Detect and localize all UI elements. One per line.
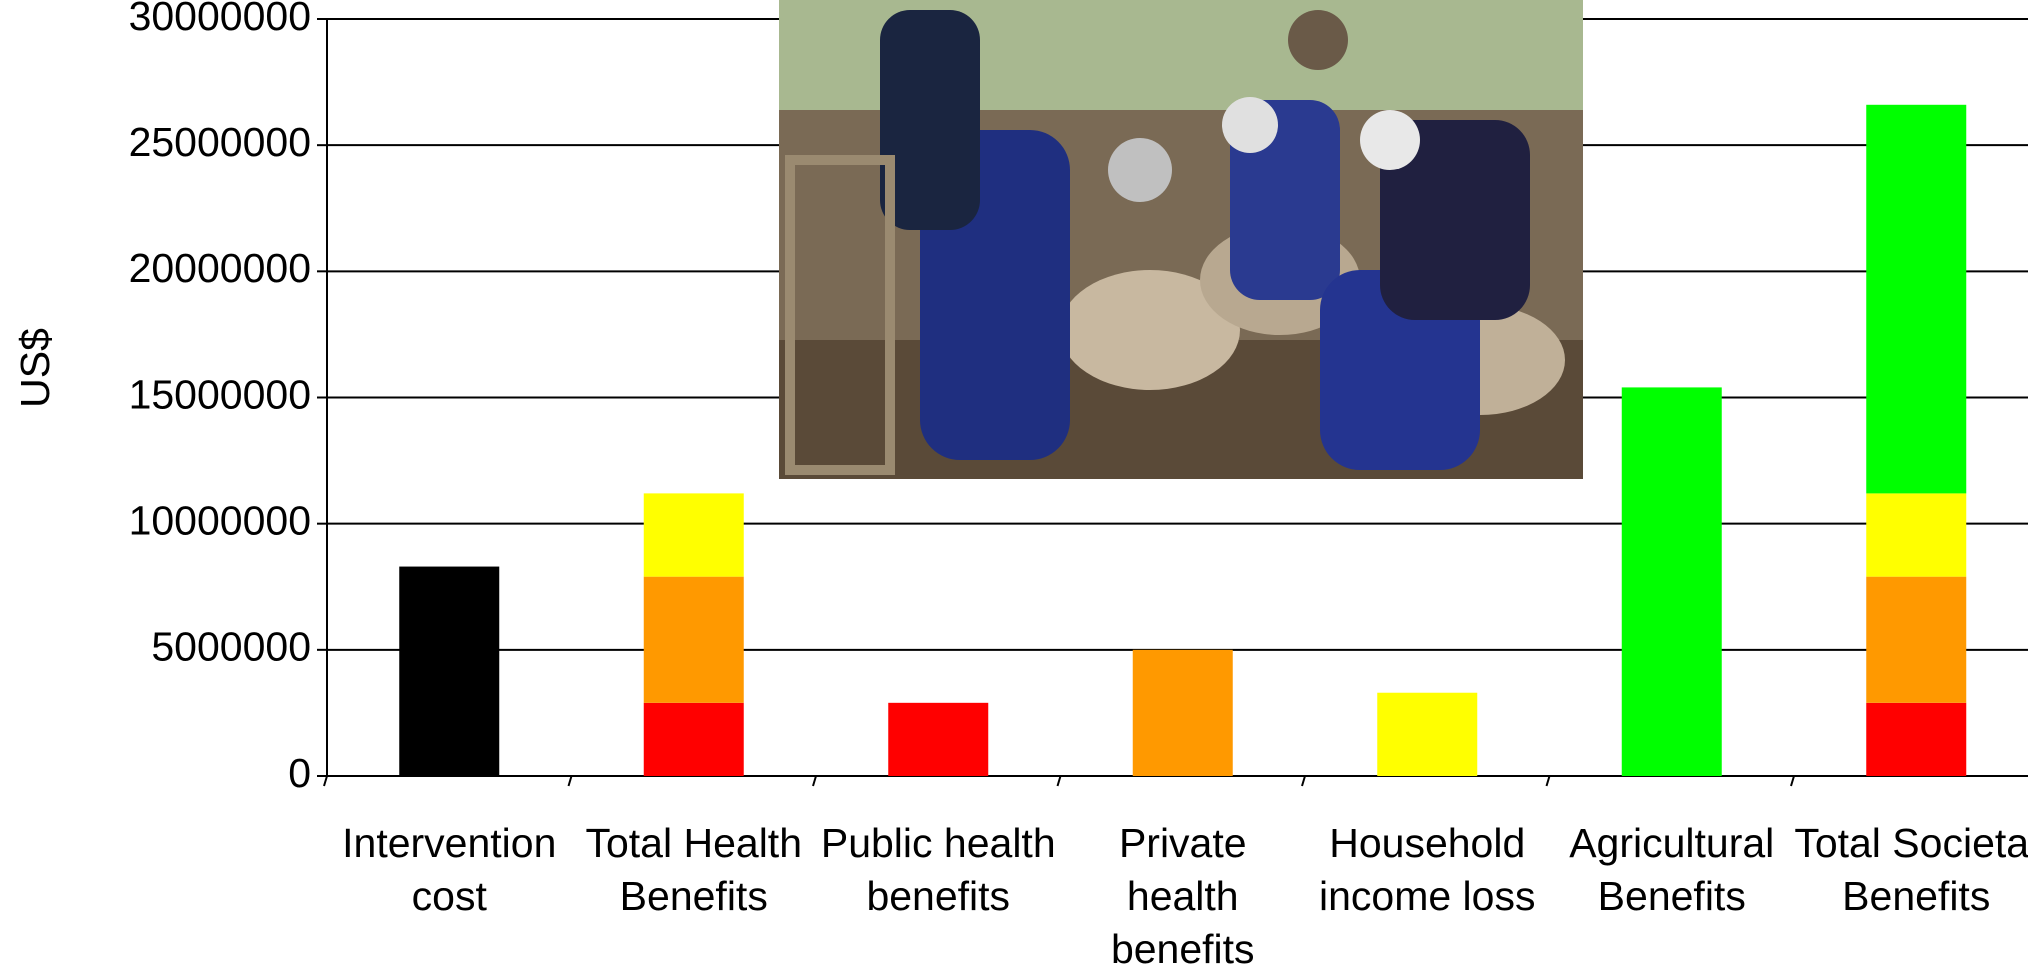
x-tick	[569, 776, 572, 786]
bar	[644, 493, 744, 576]
x-tick-label: Household income loss	[1305, 817, 1549, 923]
x-tick	[1791, 776, 1794, 786]
bar	[399, 567, 499, 776]
x-tick	[324, 776, 327, 786]
bar	[1866, 703, 1966, 776]
x-tick-label: Public health benefits	[816, 817, 1060, 923]
bar	[1377, 693, 1477, 776]
bar	[1133, 650, 1233, 776]
bar	[1866, 577, 1966, 703]
y-tick-label: 20000000	[129, 245, 311, 291]
bar	[644, 577, 744, 703]
x-tick-label: Total Health Benefits	[572, 817, 816, 923]
y-tick-label: 15000000	[129, 371, 311, 417]
bar	[1622, 387, 1722, 776]
x-tick-label: Total Societal Benefits	[1794, 817, 2028, 923]
y-axis-label: US$	[12, 328, 58, 408]
y-tick-label: 25000000	[129, 119, 311, 165]
bar	[1866, 105, 1966, 494]
bar	[888, 703, 988, 776]
photo-head	[1222, 97, 1278, 153]
y-tick-label: 30000000	[129, 0, 311, 39]
y-tick-label: 10000000	[129, 497, 311, 543]
photo-head	[1288, 10, 1348, 70]
bar	[1866, 493, 1966, 576]
x-tick-label: Agricultural Benefits	[1550, 817, 1794, 923]
photo-head	[1108, 138, 1172, 202]
photo	[779, 0, 1583, 479]
x-tick-label: Private health benefits	[1061, 817, 1305, 976]
x-tick	[1058, 776, 1061, 786]
bar	[644, 703, 744, 776]
y-tick-label: 0	[288, 750, 311, 796]
y-tick-label: 5000000	[151, 624, 311, 670]
photo-head	[1360, 110, 1420, 170]
x-tick	[813, 776, 816, 786]
x-tick-label: Intervention cost	[327, 817, 571, 923]
x-tick	[1302, 776, 1305, 786]
page: 0 5000000 10000000 15000000 20000000 25000000…	[0, 0, 2028, 973]
x-tick	[1547, 776, 1550, 786]
